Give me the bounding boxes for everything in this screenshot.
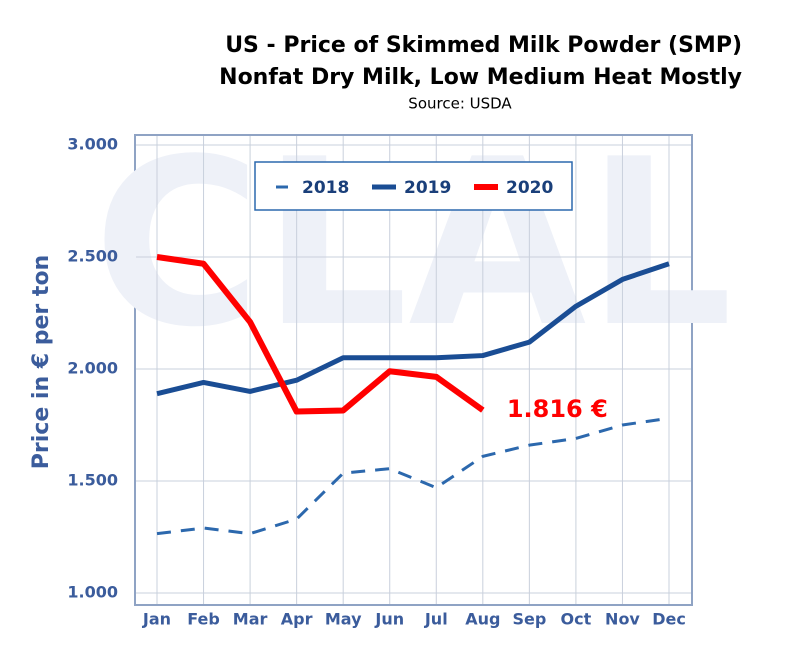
legend-label: 2019 [404, 178, 451, 198]
y-axis-label: Price in € per ton [29, 255, 54, 469]
y-tick-label: 1.000 [67, 583, 118, 602]
source: Source: USDA [408, 95, 512, 113]
chart-subtitle: Nonfat Dry Milk, Low Medium Heat Mostly [219, 65, 742, 90]
legend-box [254, 161, 573, 211]
x-tick-label: May [325, 610, 362, 629]
y-tick-label: 2.000 [67, 359, 118, 378]
y-tick-label: 2.500 [67, 247, 118, 266]
x-tick-label: Dec [652, 610, 686, 629]
x-tick-label: Feb [187, 610, 220, 629]
x-tick-label: Jan [142, 610, 171, 629]
legend: 2018 2019 2020 [254, 161, 573, 211]
x-tick-label: Oct [561, 610, 592, 629]
x-tick-label: Aug [465, 610, 500, 629]
x-tick-label: Apr [281, 610, 313, 629]
x-tick-label: Mar [233, 610, 268, 629]
annotation: 1.816 € [507, 395, 608, 423]
x-tick-label: Jun [374, 610, 404, 629]
plot-area [134, 134, 693, 606]
y-tick-label: 3.000 [67, 135, 118, 154]
watermark: CLAL [93, 111, 733, 378]
legend-label: 2020 [506, 178, 553, 198]
y-tick-label: 1.500 [67, 471, 118, 490]
x-tick-label: Jul [424, 610, 448, 629]
series-line [156, 261, 670, 397]
legend-label: 2018 [302, 178, 349, 198]
series-line [156, 254, 485, 415]
x-tick-label: Sep [512, 610, 546, 629]
chart-title: US - Price of Skimmed Milk Powder (SMP) [225, 33, 742, 58]
series-line [156, 416, 670, 536]
x-tick-label: Nov [605, 610, 640, 629]
